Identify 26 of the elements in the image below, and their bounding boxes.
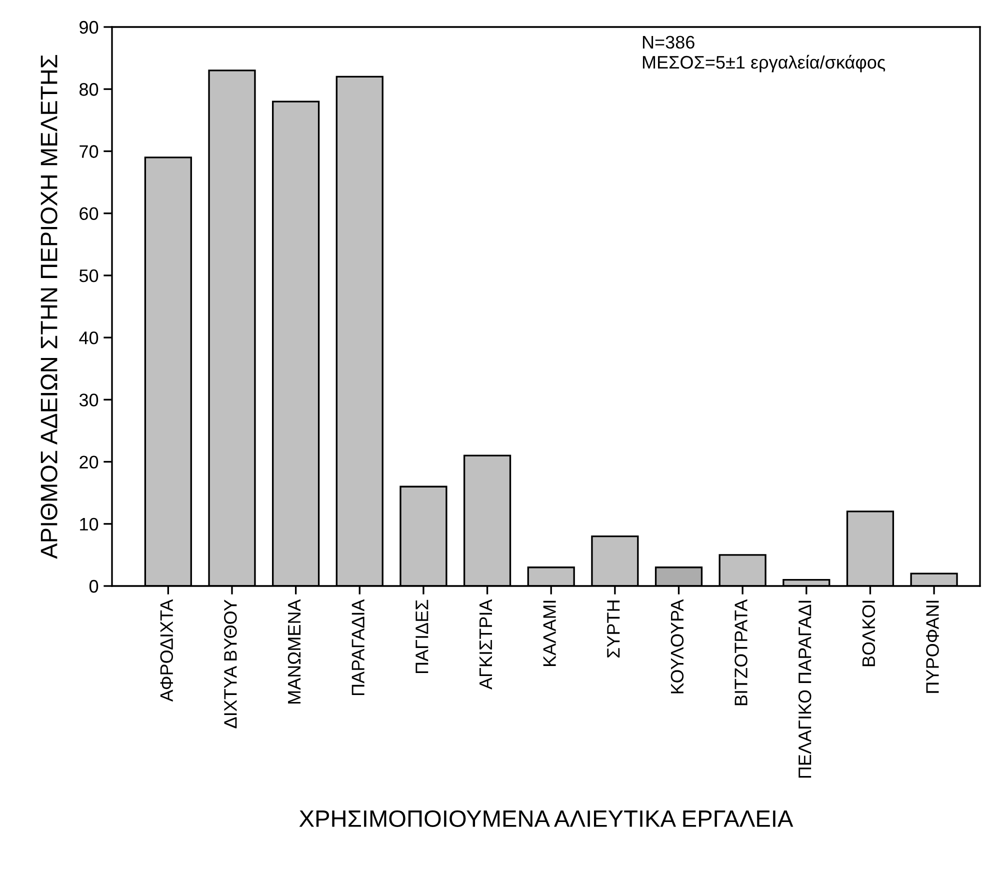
x-tick-label: ΠΑΡΑΓΑΔΙΑ [352,599,364,696]
y-tick-label: 70 [80,145,98,158]
y-tick-label: 80 [80,83,98,96]
x-tick-label: ΠΕΛΑΓΙΚΟ ΠΑΡΑΓΑΔΙ [798,600,812,778]
x-tick-label: ΠΑΓΙΔΕΣ [416,600,428,674]
y-axis-title: ΑΡΙΘΜΟΣ ΑΔΕΙΩΝ ΣΤΗΝ ΠΕΡΙΟΧΗ ΜΕΛΕΤΗΣ [40,54,58,559]
x-tick-label: ΚΑΛΑΜΙ [543,600,556,666]
x-tick-label: ΔΙΧΤΥΑ ΒΥΘΟΥ [224,600,237,728]
x-tick-label: ΑΦΡΟΔΙΧΤΑ [160,599,174,702]
x-tick-label: ΒΙΤΖΟΤΡΑΤΑ [734,599,748,706]
x-tick-label: ΠΥΡΟΦΑΝΙ [926,600,939,693]
x-tick-label: ΜΑΝΩΜΕΝΑ [288,599,300,704]
y-tick-label: 50 [79,269,98,282]
x-tick-label: ΒΟΛΚΟΙ [862,600,876,666]
x-tick-label: ΚΟΥΛΟΥΡΑ [670,599,684,694]
y-tick-label: 90 [80,20,98,34]
x-axis-title: ΧΡΗΣΙΜΟΠΟΙΟΥΜΕΝΑ ΑΛΙΕΥΤΙΚΑ ΕΡΓΑΛΕΙΑ [299,810,794,828]
y-tick-label: 0 [89,580,98,593]
y-tick-label: 30 [79,394,98,406]
x-tick-label: ΣΥΡΤΗ [607,600,620,658]
y-tick-label: 60 [80,207,98,220]
y-tick-label: 10 [80,518,98,531]
x-tick-label: ΑΓΚΙΣΤΡΙΑ [480,599,492,690]
y-tick-label: 40 [79,331,98,344]
annotation: N=386 ΜΕΣΟΣ=5±1 εργαλεία/σκάφος [642,36,886,72]
y-tick-label: 20 [80,456,98,468]
